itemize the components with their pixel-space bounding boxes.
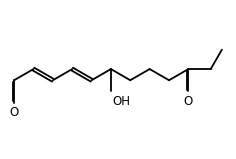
Text: OH: OH: [113, 95, 131, 108]
Text: O: O: [184, 95, 193, 108]
Text: O: O: [9, 106, 19, 119]
